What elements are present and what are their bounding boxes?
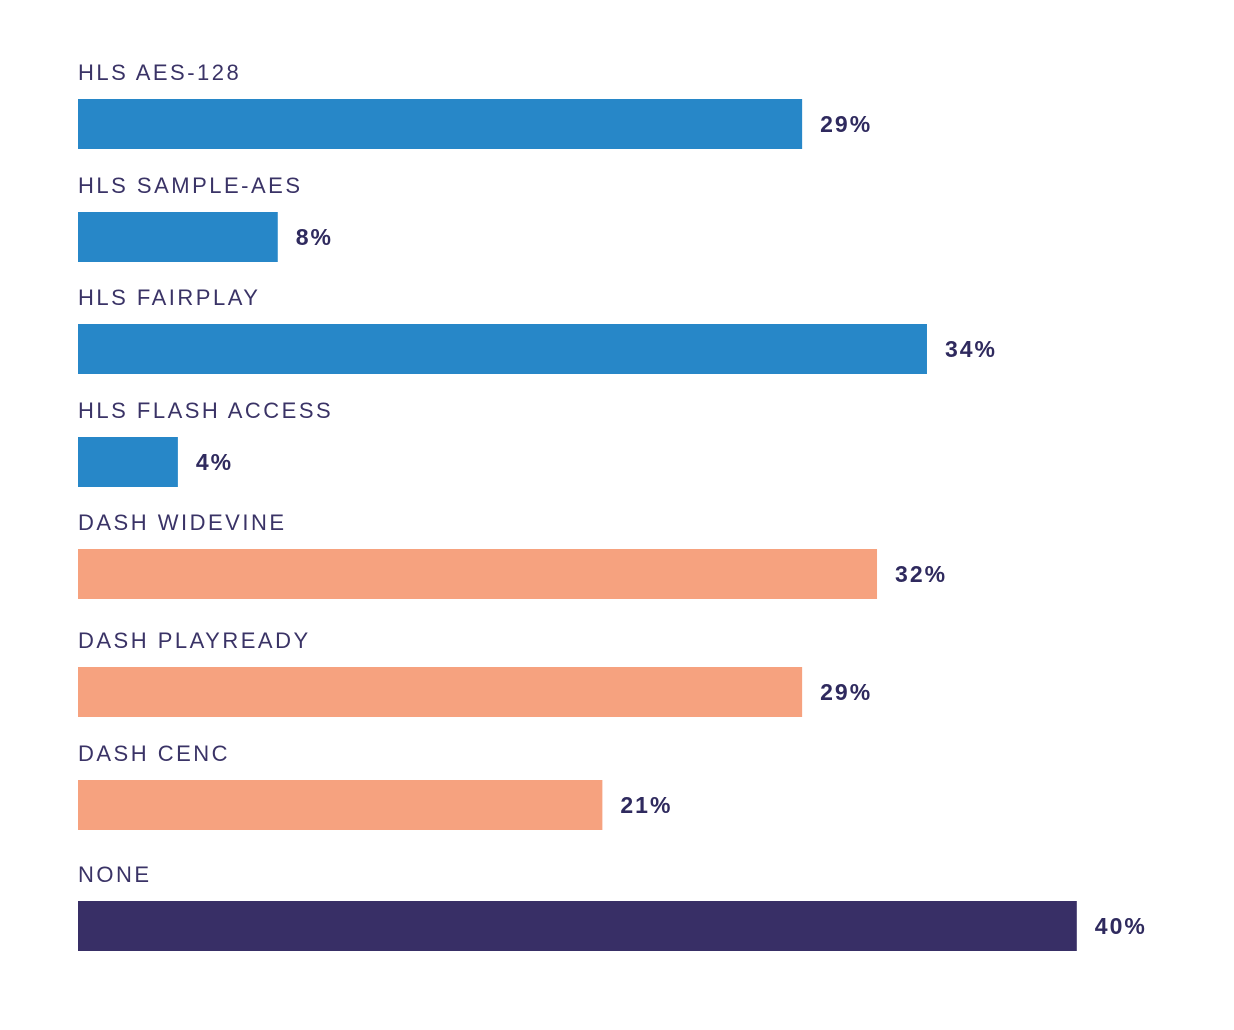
category-label: DASH PLAYREADY: [78, 628, 311, 653]
value-label: 21%: [620, 792, 672, 818]
bars-layer: HLS AES-128 29% HLS SAMPLE-AES 8% HLS FAIRPL…: [78, 60, 1147, 951]
bar: [78, 437, 178, 487]
category-label: DASH CENC: [78, 741, 230, 766]
bar: [78, 99, 803, 149]
value-label: 29%: [820, 679, 872, 705]
value-label: 29%: [820, 111, 872, 137]
category-label: DASH WIDEVINE: [78, 510, 287, 535]
category-label: NONE: [78, 862, 152, 887]
bar: [78, 212, 278, 262]
value-label: 34%: [945, 336, 997, 362]
bar: [78, 324, 927, 374]
bar: [78, 667, 803, 717]
value-label: 4%: [196, 449, 233, 475]
bar: [78, 780, 603, 830]
category-label: HLS FLASH ACCESS: [78, 398, 333, 423]
value-label: 32%: [895, 561, 947, 587]
bar: [78, 549, 878, 599]
bar: [78, 901, 1077, 951]
category-label: HLS SAMPLE-AES: [78, 173, 303, 198]
category-label: HLS FAIRPLAY: [78, 285, 260, 310]
value-label: 8%: [296, 224, 333, 250]
category-label: HLS AES-128: [78, 60, 241, 85]
value-label: 40%: [1095, 913, 1147, 939]
